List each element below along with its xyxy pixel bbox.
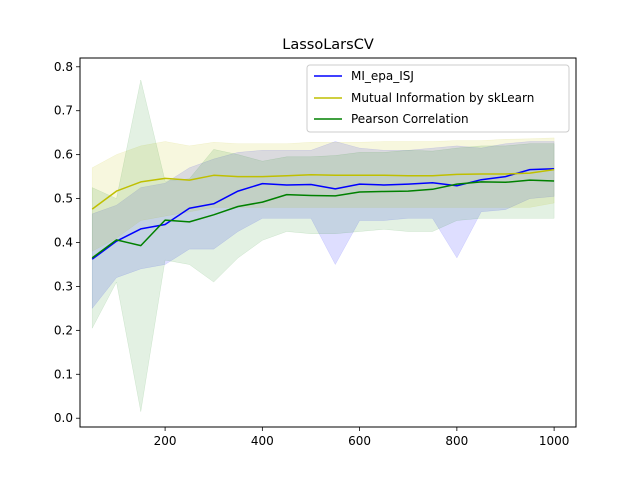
y-tick-label: 0.8 (54, 60, 73, 74)
y-tick-label: 0.7 (54, 104, 73, 118)
y-tick-label: 0.5 (54, 192, 73, 206)
band-pearson-correlation (91, 79, 555, 412)
y-tick-label: 0.1 (54, 367, 73, 381)
y-tick-label: 0.2 (54, 323, 73, 337)
line-pearson-correlation (91, 179, 555, 259)
y-tick-label: 0.3 (54, 279, 73, 293)
x-tick-label: 200 (154, 434, 177, 448)
line-mutual-information-by-sklearn (91, 168, 555, 210)
x-tick-label: 600 (348, 434, 371, 448)
band-mutual-information-by-sklearn (91, 137, 555, 252)
x-tick-label: 800 (445, 434, 468, 448)
y-tick-label: 0.0 (54, 411, 73, 425)
y-tick-label: 0.6 (54, 148, 73, 162)
legend-label-mutual-information: Mutual Information by skLearn (351, 91, 534, 105)
legend-box (306, 64, 570, 133)
series-lines (91, 167, 555, 260)
legend-label-mi-epa-isj: MI_epa_ISJ (351, 69, 414, 83)
line-mi-epa-isj (91, 167, 555, 260)
legend-label-pearson-correlation: Pearson Correlation (351, 112, 469, 126)
x-axis: 200 400 600 800 1000 (154, 427, 570, 448)
plot-area-frame (79, 57, 577, 428)
chart-title: LassoLarsCV (282, 37, 374, 53)
y-axis: 0.0 0.1 0.2 0.3 0.4 0.5 0.6 0.7 0.8 (54, 60, 80, 425)
x-tick-label: 400 (251, 434, 274, 448)
legend: MI_epa_ISJ Mutual Information by skLearn… (306, 64, 570, 133)
y-tick-label: 0.4 (54, 236, 73, 250)
x-tick-label: 1000 (539, 434, 570, 448)
